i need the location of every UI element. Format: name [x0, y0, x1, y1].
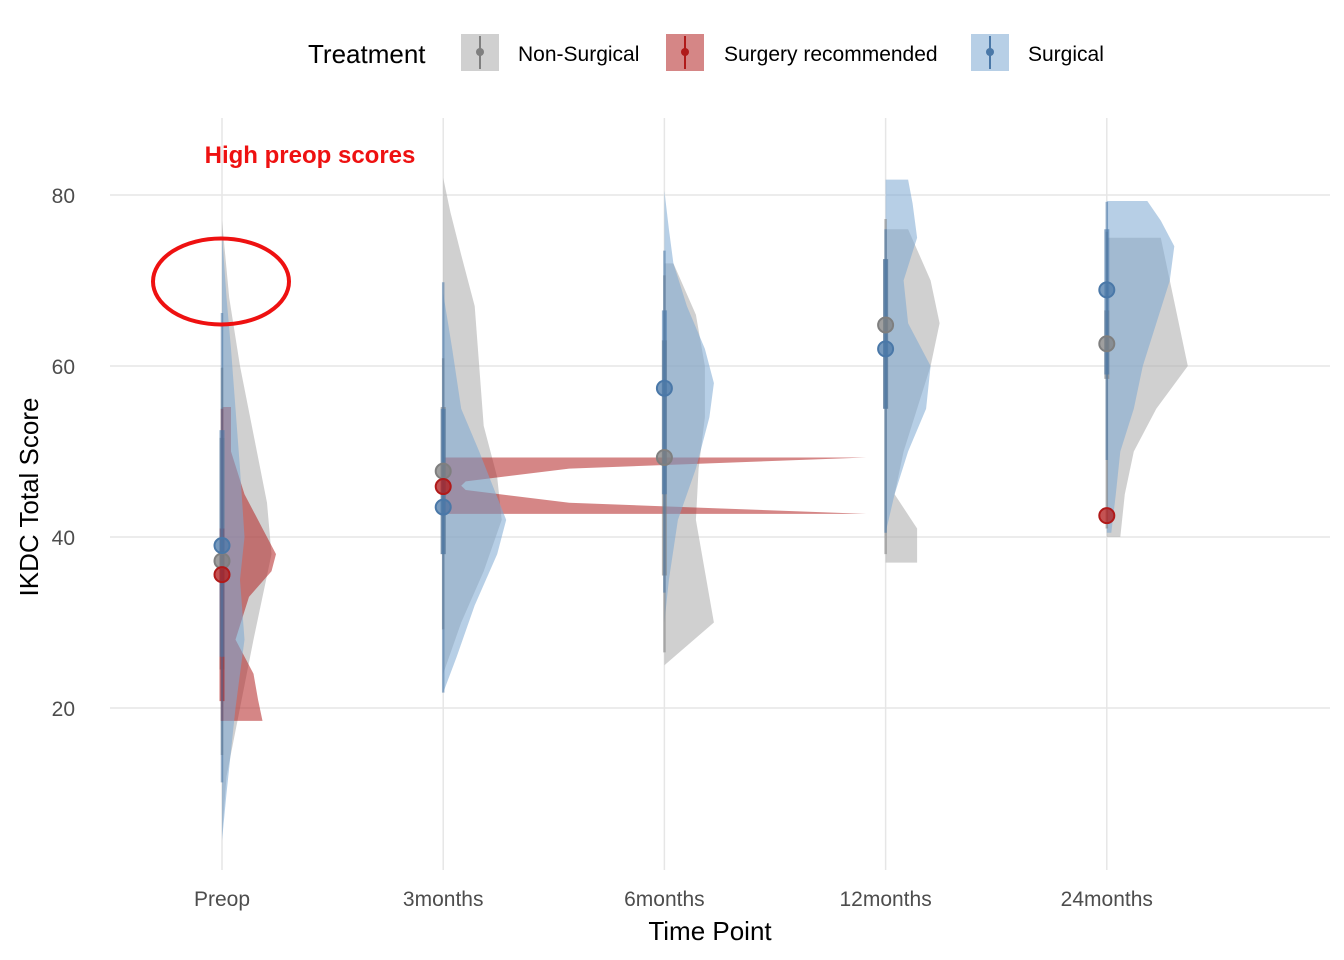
legend-key-point: [986, 48, 994, 56]
mean-point: [434, 498, 452, 516]
mean-point: [655, 448, 673, 466]
mean-point: [213, 537, 231, 555]
legend-key-point: [681, 48, 689, 56]
violins: [222, 177, 1188, 841]
mean-point: [434, 462, 452, 480]
mean-points: [213, 281, 1116, 584]
legend-label: Surgical: [1028, 43, 1104, 66]
legend-label: Non-Surgical: [518, 43, 639, 66]
y-axis-ticks: 20 40 60 80: [52, 185, 75, 721]
y-tick-label: 40: [52, 527, 75, 550]
x-tick-label: 24months: [1061, 888, 1153, 911]
y-tick-label: 60: [52, 356, 75, 379]
x-axis-ticks: Preop 3months 6months 12months 24months: [194, 888, 1153, 911]
violin-surgical: [443, 293, 507, 693]
violin-surgical: [664, 190, 714, 623]
annotation-text: High preop scores: [205, 142, 416, 169]
legend-label: Surgery recommended: [724, 43, 938, 66]
violin-surgical: [222, 233, 245, 841]
violin-surgical: [885, 179, 931, 533]
legend: Treatment Non-Surgical Surgery recommende…: [308, 34, 1104, 71]
mean-point: [877, 316, 895, 334]
y-axis-label: IKDC Total Score: [14, 398, 44, 597]
violin-surgery-recommended: [443, 457, 867, 514]
mean-point: [1098, 507, 1116, 525]
annotation-ellipse: [151, 236, 291, 327]
mean-point: [655, 379, 673, 397]
mean-point: [213, 566, 231, 584]
x-axis-label: Time Point: [648, 916, 772, 946]
mean-point: [877, 340, 895, 358]
y-tick-label: 20: [52, 698, 75, 721]
legend-title: Treatment: [308, 39, 426, 69]
x-tick-label: 6months: [624, 888, 705, 911]
y-tick-label: 80: [52, 185, 75, 208]
x-tick-label: Preop: [194, 888, 250, 911]
x-tick-label: 12months: [839, 888, 931, 911]
mean-point: [434, 478, 452, 496]
mean-point: [1098, 335, 1116, 353]
mean-point: [1098, 281, 1116, 299]
x-tick-label: 3months: [403, 888, 484, 911]
legend-key-point: [476, 48, 484, 56]
violin-surgical: [1106, 200, 1175, 533]
